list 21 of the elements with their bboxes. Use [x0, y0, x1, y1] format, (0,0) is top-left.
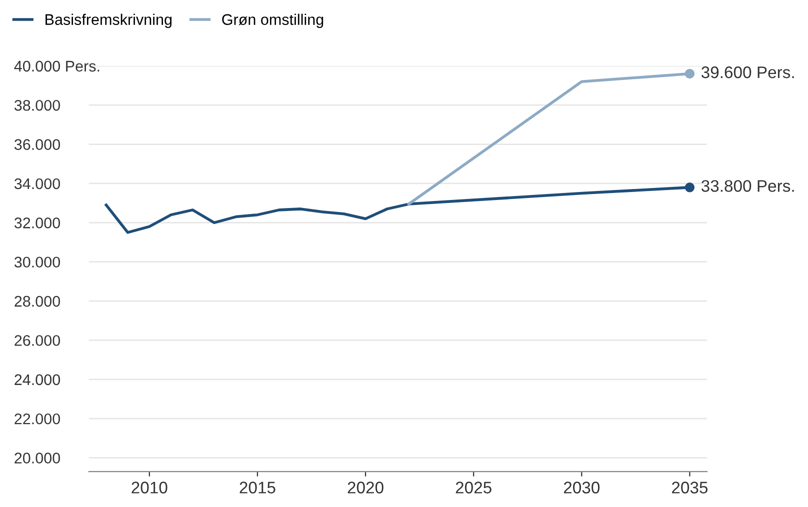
- legend-label: Grøn omstilling: [222, 14, 324, 28]
- y-tick-label: 34.000: [14, 178, 60, 190]
- y-tick-label: 24.000: [14, 374, 60, 386]
- x-tick-label: 2020: [348, 482, 384, 494]
- y-tick-label: 32.000: [14, 218, 60, 228]
- y-tick-label: 28.000: [14, 296, 60, 307]
- annotation: 39.600 Pers.: [701, 66, 794, 78]
- x-tick-label: 2030: [564, 482, 600, 494]
- x-tick-label: 2010: [132, 482, 168, 494]
- x-tick-label: 2015: [240, 482, 276, 494]
- annotation: 33.800 Pers.: [701, 180, 794, 192]
- x-tick-label: 2025: [456, 482, 492, 494]
- y-tick-label: 26.000: [14, 335, 60, 346]
- y-tick-label: 40.000 Pers.: [14, 60, 100, 72]
- y-tick-label: 38.000: [14, 100, 60, 111]
- y-tick-label: 22.000: [14, 413, 60, 424]
- y-tick-label: 20.000: [14, 452, 60, 464]
- y-tick-label: 30.000: [14, 256, 60, 268]
- y-tick-label: 36.000: [14, 139, 60, 150]
- legend-label: Basisfremskrivning: [46, 14, 172, 28]
- x-tick-label: 2035: [672, 482, 708, 494]
